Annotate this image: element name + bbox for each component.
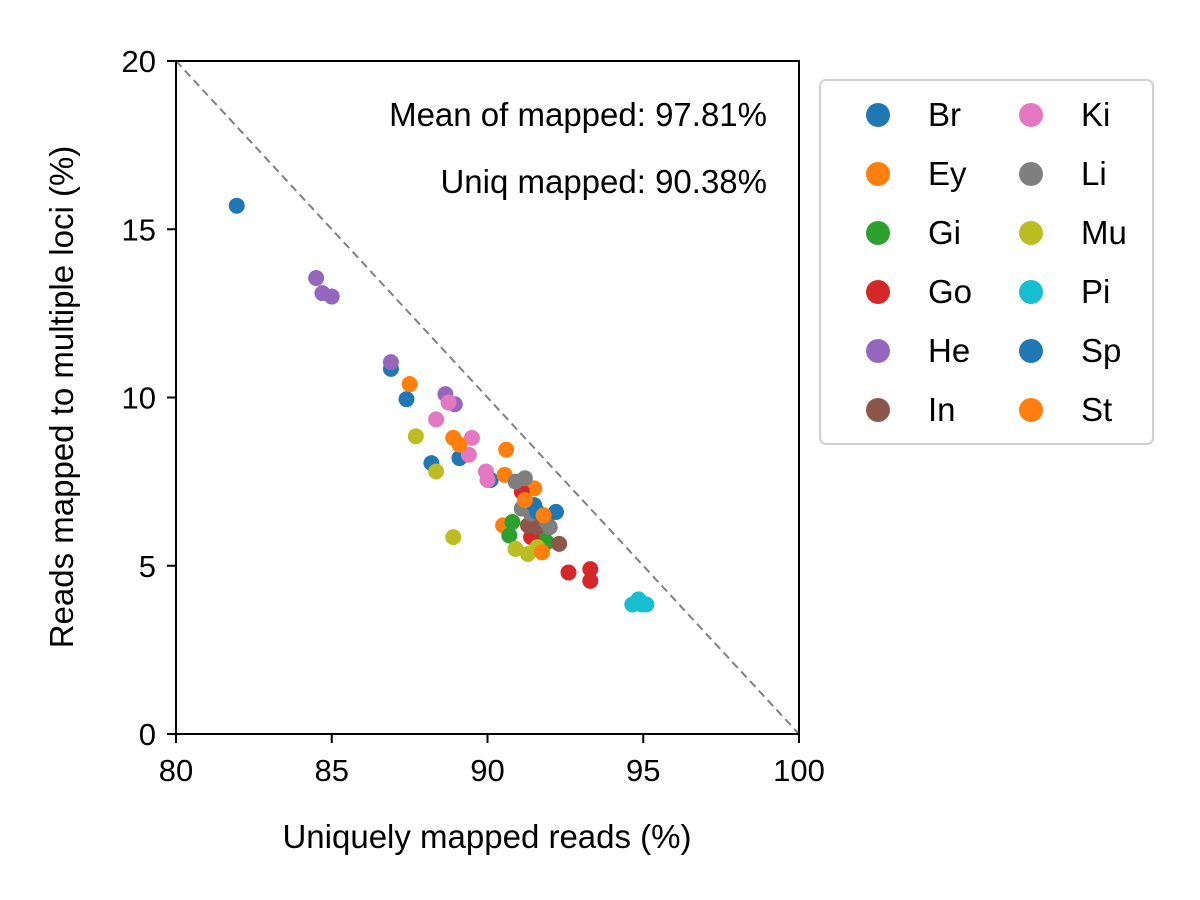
annotation-mean-mapped: Mean of mapped: 97.81% — [389, 96, 767, 133]
legend-label-pi: Pi — [1081, 273, 1110, 310]
y-tick-label: 0 — [139, 717, 156, 752]
data-point-he — [308, 270, 325, 287]
data-point-mu — [445, 529, 462, 546]
data-point-gi — [504, 514, 521, 531]
legend-marker-sp — [1019, 339, 1043, 363]
annotation-uniq-mapped: Uniq mapped: 90.38% — [440, 163, 767, 200]
legend-label-ki: Ki — [1081, 96, 1110, 133]
legend-label-mu: Mu — [1081, 214, 1127, 251]
data-point-ki — [428, 411, 445, 428]
legend-label-br: Br — [928, 96, 961, 133]
legend-label-st: St — [1081, 391, 1112, 428]
data-point-br — [228, 197, 245, 214]
diagonal-reference-line — [175, 60, 800, 735]
x-tick-label: 95 — [626, 753, 660, 788]
legend-entries: Br Ey Gi Go He In Ki Li Mu Pi Sp St — [866, 96, 1127, 428]
data-points — [228, 197, 655, 613]
x-tick-label: 100 — [773, 753, 825, 788]
legend-label-in: In — [928, 391, 956, 428]
data-point-ki — [479, 471, 496, 488]
data-point-li — [516, 470, 533, 487]
x-tick-label: 85 — [315, 753, 349, 788]
y-tick-label: 20 — [122, 44, 156, 79]
data-point-go — [582, 561, 599, 578]
legend-label-gi: Gi — [928, 214, 961, 251]
data-point-ey — [401, 376, 418, 393]
data-point-st — [516, 492, 533, 509]
x-axis-ticks: 80 85 90 95 100 — [159, 734, 825, 788]
y-tick-label: 10 — [122, 381, 156, 416]
y-tick-label: 5 — [139, 549, 156, 584]
data-point-pi — [638, 596, 655, 613]
y-axis-label: Reads mapped to multiple loci (%) — [43, 146, 80, 649]
data-point-go — [560, 564, 577, 581]
data-point-he — [382, 354, 399, 371]
data-point-go — [582, 572, 599, 589]
data-point-st — [451, 436, 468, 453]
legend-label-go: Go — [928, 273, 972, 310]
data-point-mu — [507, 540, 524, 557]
legend-frame — [819, 79, 1154, 445]
data-point-st — [534, 544, 551, 561]
data-point-st — [535, 507, 552, 524]
data-point-ki — [460, 446, 477, 463]
legend-marker-st — [1019, 398, 1043, 422]
legend-label-ey: Ey — [928, 155, 967, 192]
data-point-mu — [428, 463, 445, 480]
x-tick-label: 90 — [470, 753, 504, 788]
data-point-ey — [498, 441, 515, 458]
legend: Br Ey Gi Go He In Ki Li Mu Pi Sp St — [819, 79, 1154, 445]
legend-marker-gi — [866, 221, 890, 245]
legend-marker-in — [866, 398, 890, 422]
legend-marker-go — [866, 280, 890, 304]
legend-label-he: He — [928, 332, 970, 369]
legend-marker-br — [866, 103, 890, 127]
legend-marker-ki — [1019, 103, 1043, 127]
legend-marker-ey — [866, 162, 890, 186]
legend-label-sp: Sp — [1081, 332, 1121, 369]
data-point-ki — [440, 394, 457, 411]
data-point-gi — [501, 527, 518, 544]
data-point-br — [398, 391, 415, 408]
data-point-sp — [548, 503, 565, 520]
data-point-li — [541, 519, 558, 536]
legend-label-li: Li — [1081, 155, 1107, 192]
data-point-mu — [407, 428, 424, 445]
data-point-ey — [526, 480, 543, 497]
y-tick-label: 15 — [122, 212, 156, 247]
data-point-in — [551, 535, 568, 552]
data-point-he — [323, 288, 340, 305]
data-point-ki — [463, 429, 480, 446]
x-axis-label: Uniquely mapped reads (%) — [282, 818, 691, 855]
y-axis-ticks: 0 5 10 15 20 — [122, 44, 176, 752]
legend-marker-pi — [1019, 280, 1043, 304]
legend-marker-mu — [1019, 221, 1043, 245]
legend-marker-li — [1019, 162, 1043, 186]
x-tick-label: 80 — [159, 753, 193, 788]
legend-marker-he — [866, 339, 890, 363]
